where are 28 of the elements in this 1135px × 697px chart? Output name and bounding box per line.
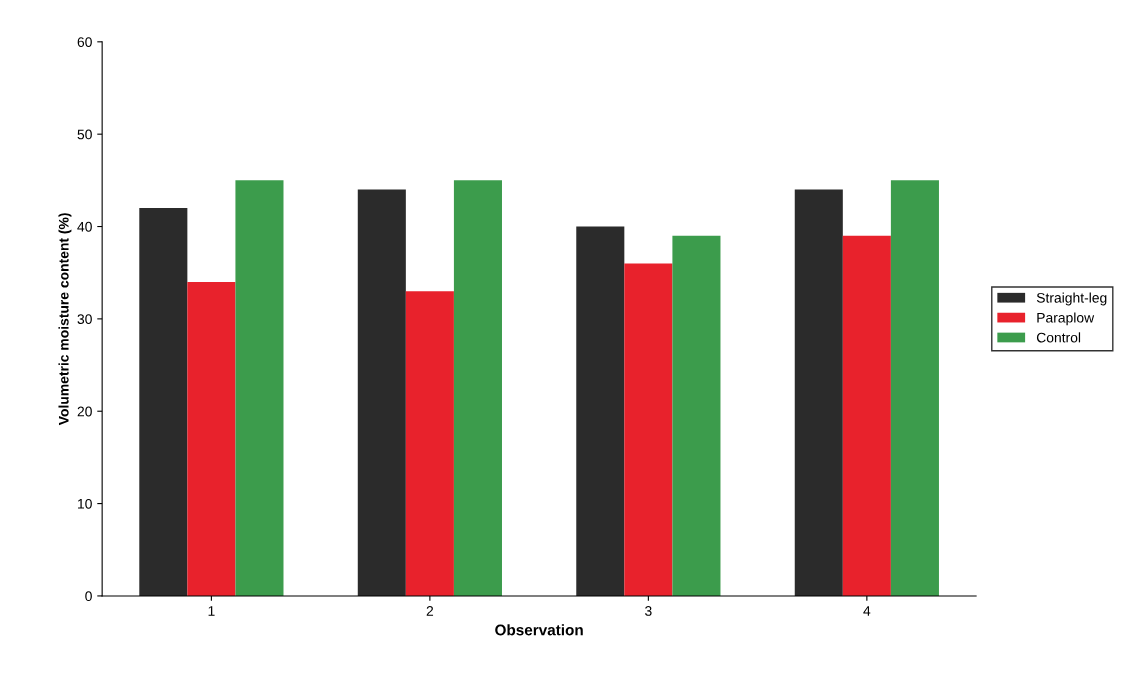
y-tick-label: 30 bbox=[77, 314, 92, 325]
bar bbox=[139, 208, 188, 596]
legend-label: Control bbox=[1036, 332, 1081, 343]
y-axis-title: Volumetric moisture content (%) bbox=[58, 213, 72, 426]
bar bbox=[405, 291, 454, 596]
x-axis-title: Observation bbox=[495, 624, 583, 636]
bar bbox=[576, 226, 625, 596]
bar bbox=[453, 180, 502, 596]
x-tick-label: 1 bbox=[208, 606, 215, 616]
y-tick-label: 40 bbox=[77, 221, 92, 232]
y-tick-label: 0 bbox=[85, 591, 92, 602]
y-tick-label: 60 bbox=[77, 37, 92, 47]
y-tick-label: 10 bbox=[78, 498, 92, 509]
bar bbox=[624, 263, 673, 596]
bar bbox=[235, 180, 284, 596]
bar bbox=[672, 235, 721, 596]
y-tick-label: 50 bbox=[77, 129, 92, 140]
x-tick-label: 4 bbox=[863, 606, 871, 616]
x-tick-label: 2 bbox=[426, 606, 434, 616]
legend-label: Straight-leg bbox=[1036, 292, 1107, 306]
bar bbox=[794, 189, 843, 596]
bar bbox=[890, 180, 939, 596]
y-tick-label: 20 bbox=[77, 406, 92, 417]
bar bbox=[357, 189, 406, 596]
bar bbox=[187, 281, 236, 596]
legend-label: Paraplow bbox=[1037, 312, 1095, 326]
x-tick-label: 3 bbox=[645, 606, 652, 616]
bar bbox=[842, 235, 891, 596]
